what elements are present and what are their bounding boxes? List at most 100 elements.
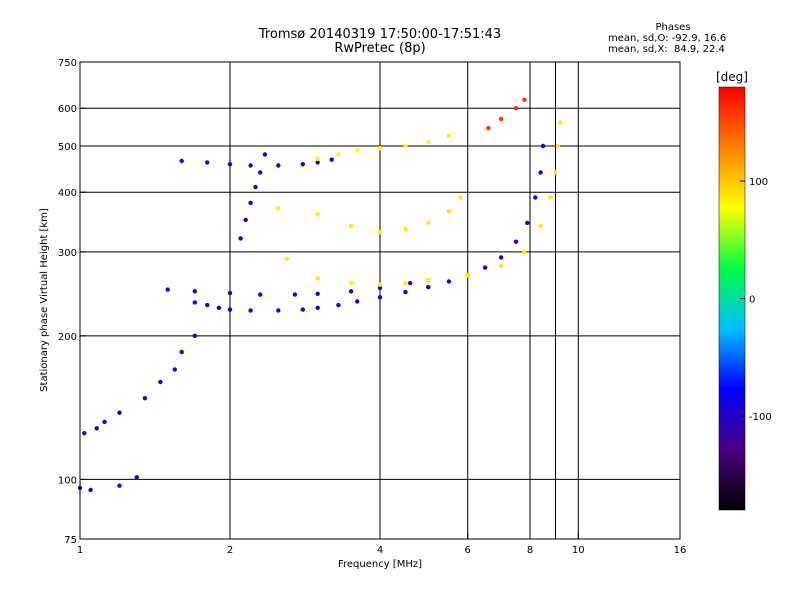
- data-point: [258, 292, 263, 297]
- data-point: [513, 106, 519, 111]
- points-layer: [77, 97, 563, 493]
- data-point: [377, 145, 383, 151]
- data-point: [172, 367, 177, 372]
- data-point: [446, 133, 452, 139]
- y-axis-label: Stationary phase Virtual Height [km]: [39, 208, 50, 392]
- data-point: [276, 308, 281, 313]
- data-point: [555, 143, 561, 149]
- y-tick-label: 100: [58, 475, 77, 486]
- data-point: [522, 249, 527, 254]
- data-point: [538, 223, 543, 229]
- phases-legend-x: mean, sd,X: 84.9, 22.4: [608, 44, 725, 55]
- data-point: [355, 299, 360, 304]
- y-tick-label: 75: [64, 535, 77, 546]
- data-point: [248, 200, 253, 205]
- x-tick-label: 1: [77, 545, 83, 556]
- data-point: [446, 209, 452, 214]
- data-point: [377, 229, 383, 235]
- data-point: [192, 300, 197, 305]
- data-point: [538, 170, 543, 175]
- data-point: [248, 308, 253, 313]
- y-tick-label: 200: [58, 332, 77, 343]
- y-ticks: 75 100 200 300 400 500 600 750: [58, 58, 86, 546]
- data-point: [216, 305, 222, 310]
- data-point: [102, 419, 107, 425]
- data-point: [284, 256, 289, 261]
- data-point: [336, 302, 341, 308]
- phases-legend-title: Phases: [655, 22, 691, 33]
- data-point: [377, 285, 383, 291]
- data-point: [94, 426, 99, 431]
- data-point: [426, 277, 431, 283]
- data-point: [348, 289, 354, 294]
- data-point: [258, 170, 263, 175]
- y-tick-label: 500: [58, 142, 77, 153]
- data-point: [408, 280, 413, 286]
- data-point: [426, 284, 431, 290]
- data-point: [355, 148, 360, 153]
- x-tick-label: 10: [572, 545, 585, 556]
- data-point: [558, 120, 563, 125]
- data-point: [300, 307, 305, 312]
- chart-subtitle: RwPretec (8p): [334, 41, 426, 56]
- y-tick-label: 600: [58, 104, 77, 115]
- data-point: [205, 302, 210, 308]
- x-axis-label: Frequency [MHz]: [338, 559, 422, 570]
- data-point: [315, 291, 320, 296]
- data-point: [315, 156, 320, 161]
- data-point: [238, 236, 243, 241]
- data-point: [348, 280, 354, 286]
- grid-layer: [80, 62, 680, 539]
- data-point: [426, 220, 431, 226]
- data-point: [465, 273, 470, 278]
- data-point: [403, 289, 408, 295]
- chart-title: Tromsø 20140319 17:50:00-17:51:43: [258, 27, 502, 42]
- y-tick-label: 300: [58, 248, 77, 259]
- data-point: [82, 431, 87, 436]
- data-point: [253, 184, 258, 190]
- x-tick-label: 8: [527, 545, 533, 556]
- colorbar-label: [deg]: [716, 70, 748, 84]
- data-point: [315, 211, 320, 217]
- x-tick-label: 16: [674, 545, 687, 556]
- x-ticks: 1 2 4 6 8 10 16: [77, 533, 687, 556]
- data-point: [142, 396, 148, 401]
- data-point: [276, 163, 281, 168]
- x-tick-label: 4: [377, 545, 383, 556]
- data-point: [533, 195, 538, 200]
- data-point: [540, 143, 546, 149]
- colorbar-tick-label: -100: [749, 412, 772, 423]
- data-point: [548, 195, 553, 200]
- data-point: [486, 125, 491, 131]
- data-point: [205, 160, 210, 165]
- data-point: [117, 410, 122, 415]
- data-point: [262, 152, 268, 157]
- y-tick-label: 400: [58, 188, 77, 199]
- x-tick-label: 2: [227, 545, 233, 556]
- colorbar-tick-label: 100: [749, 177, 768, 188]
- data-point: [525, 220, 530, 226]
- data-point: [117, 483, 122, 488]
- data-point: [227, 307, 233, 312]
- data-point: [403, 143, 408, 149]
- data-point: [227, 290, 233, 296]
- data-point: [179, 349, 184, 355]
- data-point: [336, 152, 341, 157]
- colorbar-ticks: 100 0 -100: [740, 177, 772, 423]
- data-point: [276, 206, 281, 211]
- data-point: [158, 379, 163, 385]
- data-point: [315, 305, 320, 310]
- data-point: [248, 163, 253, 168]
- data-point: [300, 162, 305, 167]
- data-point: [403, 280, 408, 286]
- data-point: [165, 287, 170, 292]
- data-point: [498, 116, 504, 122]
- data-point: [315, 160, 320, 165]
- data-point: [292, 292, 298, 297]
- data-point: [179, 158, 184, 164]
- x-tick-label: 6: [465, 545, 471, 556]
- data-point: [329, 157, 334, 162]
- data-point: [88, 487, 93, 493]
- data-point: [192, 289, 197, 294]
